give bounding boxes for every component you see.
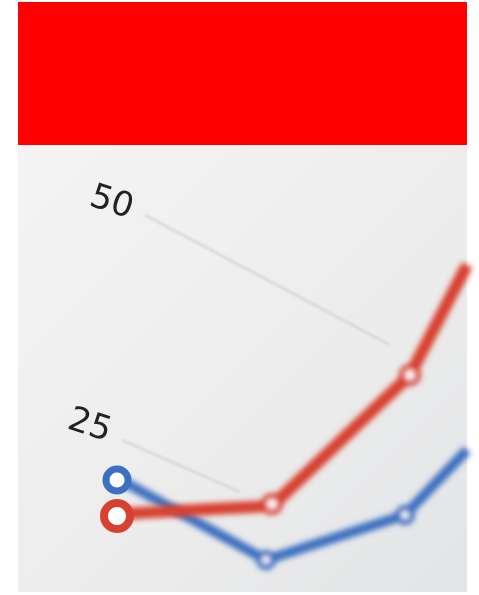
blue-point [256, 550, 276, 570]
red-banner [18, 2, 467, 145]
blue-point [395, 505, 415, 525]
grid-line [144, 214, 391, 346]
blue-point [102, 465, 132, 495]
grid-line [121, 439, 241, 493]
red-point [100, 499, 134, 533]
blue-line [114, 446, 471, 566]
red-point [261, 493, 283, 515]
red-line [116, 262, 473, 520]
red-line-group [116, 262, 473, 520]
blue-line-group [114, 446, 471, 570]
red-point [399, 364, 421, 386]
